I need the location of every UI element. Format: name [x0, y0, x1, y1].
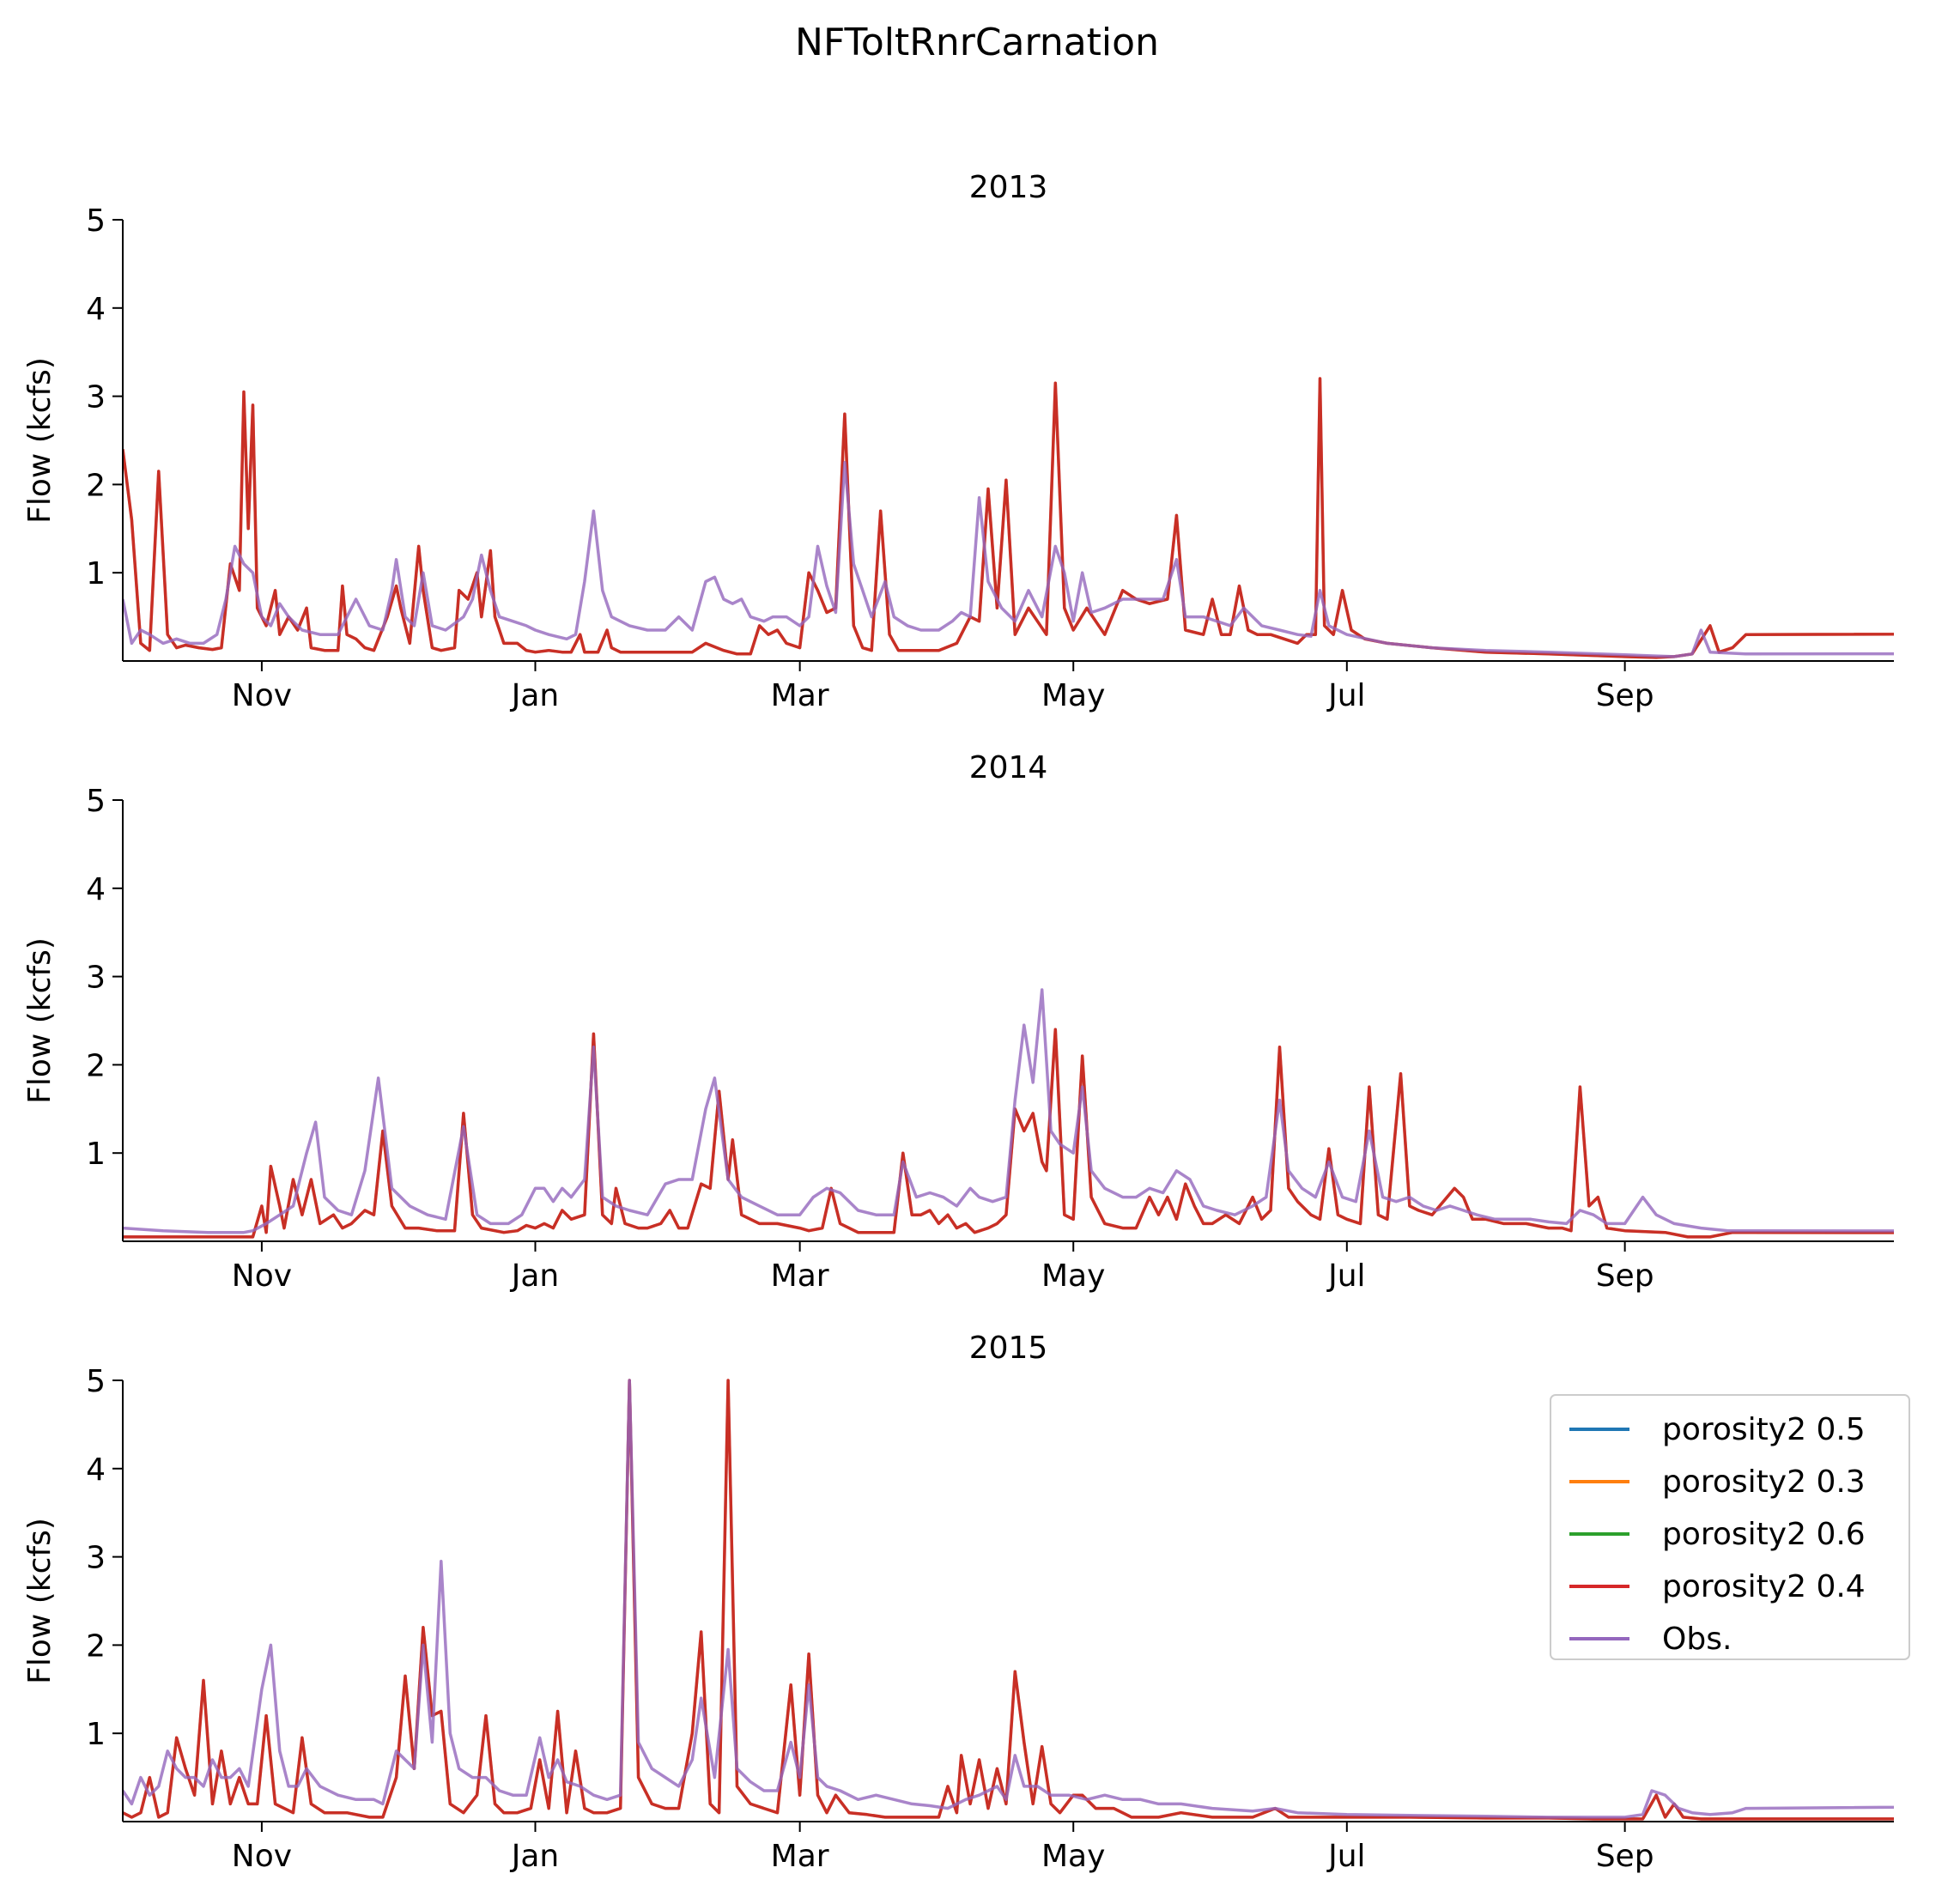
legend-label: porosity2 0.5: [1662, 1412, 1866, 1447]
legend-entry: porosity2 0.3: [1569, 1464, 1866, 1500]
panel-2014: 2014 1 2 3 4 5 Nov Jan Mar May Jul Sep Flow (kcfs): [22, 750, 1894, 1294]
x-tick-label: Jul: [1326, 678, 1365, 713]
x-tick-label: Jan: [510, 1258, 560, 1294]
y-tick-label: 1: [86, 1137, 106, 1172]
x-tick-label: Sep: [1596, 678, 1654, 713]
x-tick-label: Jan: [510, 678, 560, 713]
y-tick-label: 3: [86, 380, 106, 415]
obs-series-line: [123, 460, 1894, 658]
x-tick-label: Mar: [771, 678, 829, 713]
x-tick-label: Sep: [1596, 1258, 1654, 1294]
legend-entry: Obs.: [1569, 1622, 1732, 1657]
panel-title: 2013: [969, 170, 1048, 205]
y-axis-label: Flow (kcfs): [22, 1518, 58, 1684]
y-tick-label: 5: [86, 203, 106, 239]
legend-label: porosity2 0.6: [1662, 1517, 1866, 1552]
model-series-line: [123, 1379, 1894, 1821]
y-tick-label: 3: [86, 961, 106, 996]
y-tick-label: 4: [86, 292, 106, 327]
y-tick-label: 3: [86, 1541, 106, 1576]
x-tick-label: May: [1041, 678, 1105, 713]
y-axis-label: Flow (kcfs): [22, 357, 58, 524]
y-tick-label: 5: [86, 784, 106, 819]
x-tick-label: May: [1041, 1839, 1105, 1874]
y-tick-label: 2: [86, 468, 106, 503]
legend-label: porosity2 0.4: [1662, 1569, 1866, 1604]
legend: porosity2 0.5 porosity2 0.3 porosity2 0.6 p…: [1550, 1394, 1910, 1660]
y-tick-label: 1: [86, 1717, 106, 1752]
legend-label: porosity2 0.3: [1662, 1464, 1866, 1500]
x-tick-label: Nov: [232, 1258, 292, 1294]
x-tick-label: Nov: [232, 678, 292, 713]
model-series-overlay: [123, 1379, 1894, 1821]
obs-series-line: [123, 988, 1894, 1234]
legend-label: Obs.: [1662, 1622, 1732, 1657]
figure-title: NFToltRnrCarnation: [795, 21, 1159, 64]
x-tick-label: Jan: [510, 1839, 560, 1874]
legend-entry: porosity2 0.6: [1569, 1517, 1866, 1552]
y-tick-label: 1: [86, 556, 106, 591]
x-tick-label: Nov: [232, 1839, 292, 1874]
model-series-overlay: [123, 377, 1894, 659]
model-series-line: [123, 377, 1894, 659]
panel-2015: 2015 1 2 3 4 5 Nov Jan Mar May Jul Sep Flow (kcfs): [22, 1331, 1894, 1874]
obs-series-line: [123, 1379, 1894, 1819]
model-series-line: [123, 1028, 1894, 1239]
legend-box: [1550, 1394, 1910, 1660]
y-tick-label: 2: [86, 1628, 106, 1664]
x-tick-label: May: [1041, 1258, 1105, 1294]
y-tick-label: 2: [86, 1048, 106, 1083]
y-tick-label: 4: [86, 872, 106, 907]
x-tick-label: Sep: [1596, 1839, 1654, 1874]
panel-title: 2014: [969, 750, 1048, 785]
y-tick-label: 4: [86, 1452, 106, 1488]
y-tick-label: 5: [86, 1364, 106, 1399]
model-series-overlay: [123, 1028, 1894, 1239]
legend-entry: porosity2 0.5: [1569, 1412, 1866, 1447]
x-tick-label: Mar: [771, 1258, 829, 1294]
x-tick-label: Jul: [1326, 1839, 1365, 1874]
y-axis-label: Flow (kcfs): [22, 937, 58, 1104]
x-tick-label: Jul: [1326, 1258, 1365, 1294]
panel-title: 2015: [969, 1331, 1048, 1366]
x-tick-label: Mar: [771, 1839, 829, 1874]
panel-2013: 2013 1 2 3 4 5 Nov Jan Mar May Jul Sep Flow (kcfs): [22, 170, 1894, 713]
legend-entry: porosity2 0.4: [1569, 1569, 1866, 1604]
